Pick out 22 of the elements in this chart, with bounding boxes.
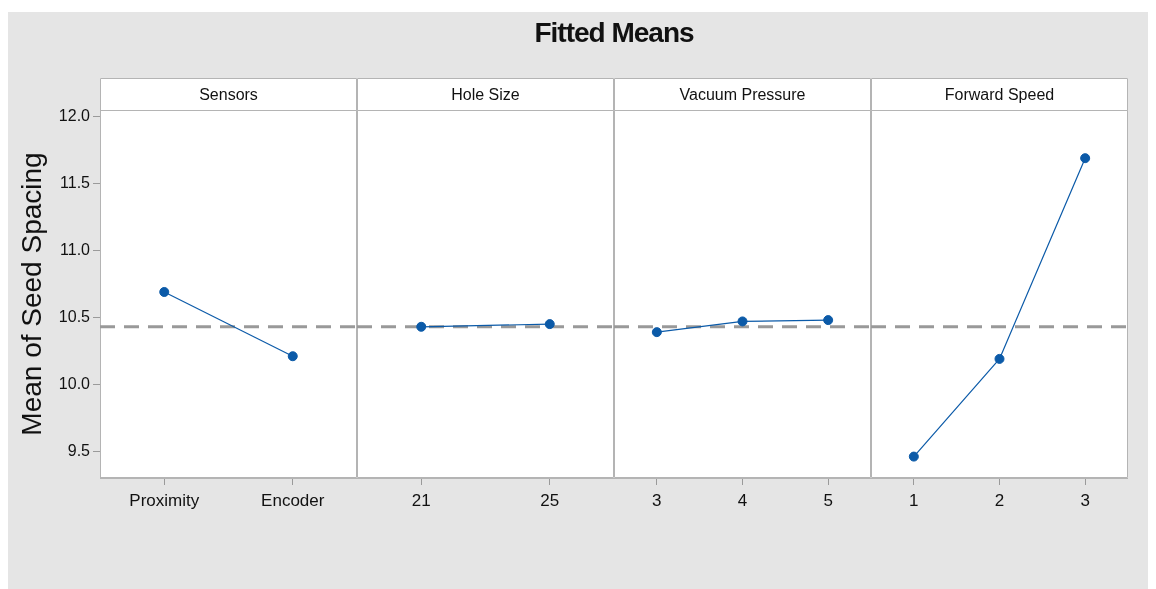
x-tick-label: 3: [652, 490, 662, 510]
y-axis-title: Mean of Seed Spacing: [15, 152, 47, 436]
x-tick-label: 5: [823, 490, 833, 510]
y-tick-label: 10.0: [58, 374, 91, 392]
x-tick-label: 21: [411, 490, 431, 510]
x-tick-label: 1: [909, 490, 919, 510]
y-tick-label: 10.5: [58, 307, 91, 325]
y-tick-label: 9.5: [67, 441, 91, 459]
x-tick-label: Encoder: [261, 490, 325, 510]
x-tick-label: 25: [540, 490, 560, 510]
x-tick-label: Proximity: [129, 490, 200, 510]
chart-subtitle: Forward Speed: [944, 86, 1055, 104]
y-tick-label: 11.0: [60, 240, 91, 258]
chart-subtitle: Vacuum Pressure: [679, 86, 806, 104]
y-tick-label: 12.0: [58, 107, 91, 125]
y-tick-label: 11.5: [60, 174, 91, 192]
chart-subtitle: Sensors: [199, 86, 258, 104]
x-tick-label: 4: [737, 490, 748, 510]
text: Fitted Means: [534, 16, 694, 50]
x-tick-label: 3: [1080, 490, 1090, 510]
x-tick-label: 2: [994, 490, 1005, 510]
chart-subtitle: Hole Size: [451, 86, 520, 104]
